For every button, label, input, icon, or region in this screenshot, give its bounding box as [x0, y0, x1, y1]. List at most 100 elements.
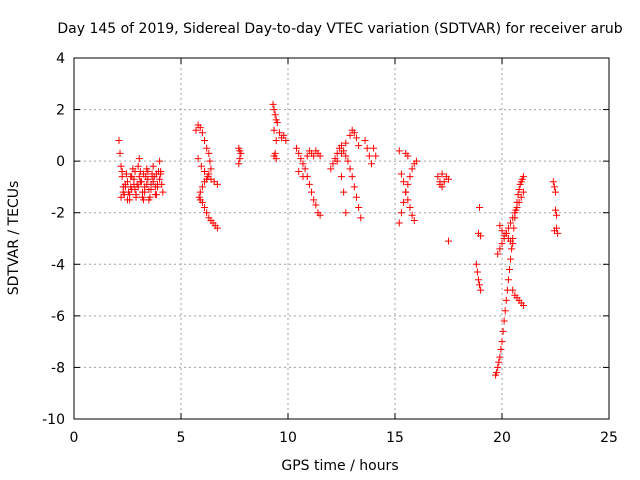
data-point — [406, 204, 414, 212]
x-tick-label: 0 — [70, 430, 79, 446]
data-point — [329, 160, 337, 168]
data-point — [412, 157, 420, 165]
data-point — [365, 152, 373, 160]
data-point — [316, 211, 324, 219]
data-point — [550, 183, 558, 191]
data-point — [404, 152, 412, 160]
data-point — [144, 175, 152, 183]
data-point — [499, 327, 507, 335]
y-tick-label: 0 — [56, 154, 65, 170]
data-point — [305, 180, 313, 188]
data-point — [201, 167, 209, 175]
y-tick-label: 4 — [56, 51, 65, 67]
data-point — [338, 142, 345, 150]
data-point — [355, 204, 363, 212]
data-point — [124, 178, 131, 186]
data-point — [206, 157, 214, 165]
data-point — [342, 139, 350, 147]
data-points — [115, 100, 562, 379]
data-point — [148, 173, 156, 181]
data-point — [327, 165, 335, 173]
data-point — [122, 170, 130, 178]
data-point — [203, 144, 211, 152]
data-point — [552, 206, 559, 214]
data-point — [395, 147, 403, 155]
data-point — [127, 173, 135, 181]
data-point — [273, 118, 281, 126]
data-point — [370, 144, 378, 152]
data-point — [498, 240, 506, 248]
data-point — [408, 165, 416, 173]
data-point — [149, 162, 157, 170]
data-point — [440, 178, 448, 186]
data-point — [152, 170, 160, 178]
data-point — [136, 178, 144, 186]
data-point — [477, 232, 485, 240]
data-point — [434, 173, 442, 181]
data-point — [504, 276, 512, 284]
data-point — [149, 178, 157, 186]
data-point — [130, 180, 138, 188]
data-point — [496, 222, 504, 230]
data-point — [121, 183, 129, 191]
data-point — [295, 167, 303, 175]
data-point — [395, 219, 403, 227]
data-point — [310, 152, 318, 160]
data-point — [280, 131, 288, 139]
data-point — [553, 211, 561, 219]
data-point — [271, 149, 279, 157]
data-point — [235, 160, 243, 168]
data-point — [473, 268, 481, 276]
data-point — [196, 124, 204, 132]
x-tick-label: 20 — [493, 430, 511, 446]
data-point — [507, 255, 515, 263]
data-point — [342, 152, 350, 160]
x-tick-label: 15 — [386, 430, 404, 446]
data-point — [476, 204, 484, 212]
data-point — [509, 240, 517, 248]
data-point — [357, 214, 365, 222]
data-point — [404, 180, 412, 188]
y-tick-label: -10 — [42, 412, 65, 428]
data-point — [158, 180, 166, 188]
data-point — [198, 198, 206, 206]
data-point — [272, 137, 280, 145]
data-point — [340, 188, 348, 196]
data-point — [397, 170, 405, 178]
data-point — [201, 204, 209, 212]
data-point — [135, 173, 143, 181]
data-point — [316, 152, 324, 160]
data-point — [338, 173, 345, 181]
data-point — [297, 155, 305, 163]
data-point — [498, 227, 506, 235]
data-point — [153, 183, 161, 191]
data-point — [508, 245, 516, 253]
data-point — [205, 149, 213, 157]
data-point — [519, 188, 527, 196]
data-point — [270, 106, 278, 114]
y-axis-ticks: -10 -8 -6 -4 -2 0 2 4 — [42, 51, 609, 428]
data-point — [115, 137, 123, 145]
data-point — [342, 209, 350, 217]
data-point — [346, 165, 354, 173]
x-tick-label: 10 — [279, 430, 297, 446]
data-point — [156, 175, 164, 183]
data-point — [213, 224, 221, 232]
data-point — [275, 129, 283, 137]
data-point — [312, 201, 320, 209]
data-point — [156, 157, 164, 165]
data-point — [144, 167, 152, 175]
data-point — [519, 173, 527, 181]
data-point — [552, 188, 559, 196]
data-point — [474, 276, 482, 284]
data-point — [350, 129, 358, 137]
data-point — [194, 155, 202, 163]
data-point — [493, 369, 501, 377]
data-point — [406, 173, 414, 181]
data-point — [497, 345, 505, 353]
data-point — [507, 219, 515, 227]
x-axis-ticks: 0 5 10 15 20 25 — [70, 58, 618, 446]
data-point — [397, 209, 405, 217]
data-point — [132, 191, 140, 199]
data-point — [438, 170, 446, 178]
